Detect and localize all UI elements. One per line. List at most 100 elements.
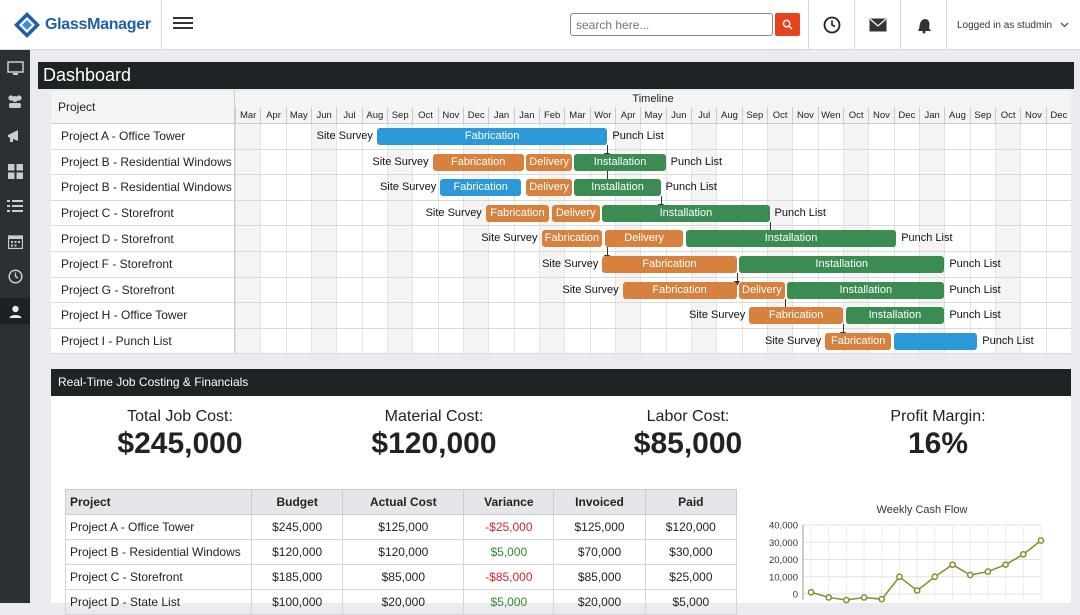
notifications-button[interactable] [900,0,946,50]
sidebar-item-announcements[interactable] [0,123,30,149]
gantt-row[interactable]: Project H - Office Tower [51,303,1071,329]
sidebar-item-calendar[interactable] [0,228,30,254]
gantt-row[interactable]: Project A - Office Tower [51,124,1071,150]
gantt-row[interactable]: Project B - Residential Windows [51,175,1071,201]
table-cell: $70,000 [553,539,646,565]
gantt-row[interactable]: Project D - Storefront [51,226,1071,252]
top-bar: GlassManager Logged in as studmin [0,0,1080,50]
table-row[interactable]: Project D - State List $100,000 $20,000 $5,… [65,589,738,615]
timeline-month: Jul [336,107,362,124]
gantt-bar-delivery[interactable]: Delivery [526,153,572,171]
timeline-month: Jan [513,107,539,124]
timeline-gridline [361,124,363,354]
gantt-bar-fabrication[interactable]: Fabrication [432,153,524,171]
y-tick-label: 0 [793,590,798,601]
bell-icon [917,19,931,34]
gantt-row[interactable]: Project C - Storefront [51,200,1071,227]
column-header[interactable]: Actual Cost [342,489,465,515]
gantt-bar-fabrication[interactable]: Fabrication [440,179,522,197]
gantt-row[interactable]: Project G - Storefront [51,277,1071,304]
gantt-bar-fabrication[interactable]: Fabrication [485,204,550,222]
gantt-row[interactable]: Project F - Storefront [51,252,1071,278]
kpi-value: $245,000 [117,427,243,460]
gantt-bar-delivery[interactable]: Delivery [551,204,600,222]
kpi-label: Labor Cost: [646,408,730,425]
table-cell: $5,000 [463,589,555,615]
page-title: Dashboard [38,62,1074,89]
timeline-month: Sep [969,107,995,124]
gantt-bar-delivery[interactable]: Delivery [604,230,684,248]
table-row[interactable]: Project B - Residential Windows $120,000 $… [65,539,738,565]
gantt-row-label: Project G - Storefront [51,277,235,303]
search-input[interactable] [570,13,773,36]
table-cell: $125,000 [553,514,646,540]
timeline-month: Jul [691,107,717,124]
timeline-month: Nov [437,107,463,124]
clock-icon [7,268,23,284]
column-header[interactable]: Budget [250,489,344,515]
search-button[interactable] [775,13,800,36]
gantt-bar-installation[interactable]: Installation [685,230,897,248]
gantt-row-label: Project D - Storefront [51,226,235,251]
table-cell: $30,000 [644,539,738,565]
gantt-bar-installation[interactable]: Installation [787,281,945,299]
gantt-bar-fabrication[interactable]: Fabrication [541,230,603,248]
gantt-bar-fabrication[interactable]: Fabrication [376,128,608,145]
sidebar-item-list[interactable] [0,193,30,219]
gantt-row-label: Project B - Residential Windows [51,175,235,200]
kpi-value: $120,000 [371,427,497,460]
users-icon [8,95,22,108]
timeline-month: Dec [1045,107,1071,124]
data-point [896,573,903,581]
gantt-bar-installation[interactable]: Installation [574,153,666,171]
logo[interactable]: GlassManager [0,0,162,50]
sidebar-item-profile[interactable] [0,298,30,324]
clock-button[interactable] [808,0,854,50]
gantt-bar-fabrication[interactable]: Fabrication [749,307,843,325]
menu-toggle-button[interactable] [173,14,193,34]
gantt-bar-fabrication[interactable]: Fabrication [825,332,892,350]
gantt-row-label: Project I - Punch List [51,328,235,354]
gantt-bar-delivery[interactable]: Delivery [739,281,785,299]
gantt-bar-installation[interactable]: Installation [845,307,945,325]
y-tick-label: 30,000 [769,538,798,549]
column-header[interactable]: Invoiced [553,489,646,515]
timeline-month: Aug [716,107,742,124]
messages-button[interactable] [854,0,900,50]
sidebar-item-monitor[interactable] [0,55,30,81]
column-header[interactable]: Project [65,489,252,515]
series-line [810,539,1042,601]
timeline-shade [311,124,337,354]
sidebar-item-team[interactable] [0,88,30,114]
data-point [931,573,939,581]
gantt-bar-delivery[interactable]: Delivery [526,179,572,197]
gantt-bar-installation[interactable]: Installation [574,179,661,197]
column-header[interactable]: Variance [463,489,555,515]
gantt-start-label: Site Survey [689,309,746,322]
sidebar-item-time[interactable] [0,263,30,289]
timeline-month: Wor [589,107,615,124]
gantt-start-label: Site Survey [316,130,373,142]
gantt-bar-fabrication[interactable]: Fabrication [602,256,737,273]
timeline-month: May [640,107,666,124]
gantt-row[interactable]: Project B - Residential Windows [51,149,1071,176]
timeline-gridline [1020,124,1022,354]
data-point [949,561,956,569]
grid-icon [7,163,23,179]
gantt-bar-task[interactable] [893,332,978,350]
column-header[interactable]: Paid [644,489,738,515]
sidebar-item-modules[interactable] [0,158,30,184]
gantt-bar-installation[interactable]: Installation [739,256,945,273]
gantt-bar-installation[interactable]: Installation [602,204,770,222]
timeline-gridline [412,124,414,354]
gantt-row[interactable]: Project I - Punch List [51,328,1071,355]
kpi-material-cost: Material Cost: $120,000 [314,408,554,461]
gantt-bar-fabrication[interactable]: Fabrication [622,281,737,299]
table-row[interactable]: Project C - Storefront $185,000 $85,000 -$8… [65,564,738,590]
table-cell: Project A - Office Tower [65,514,252,540]
user-menu[interactable]: Logged in as studmin [946,0,1080,50]
mail-icon [869,18,886,32]
user-card-icon [9,305,21,318]
gantt-project-header: Project [51,91,235,124]
table-row[interactable]: Project A - Office Tower $245,000 $125,000… [65,514,738,540]
